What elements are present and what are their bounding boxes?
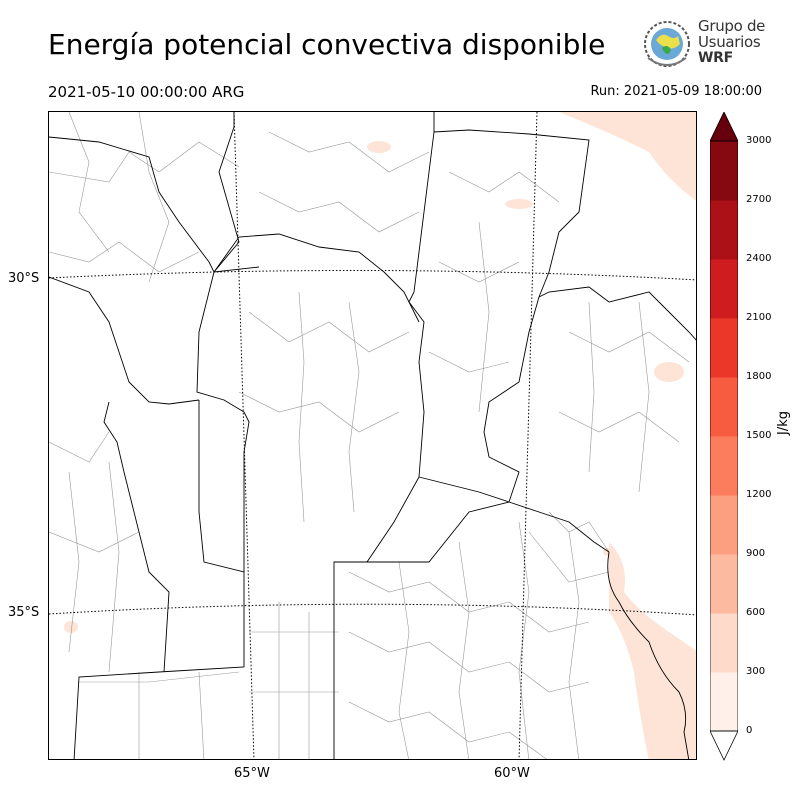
lat-label-30s: 30°S — [8, 271, 40, 286]
page-title: Energía potencial convectiva disponible — [48, 28, 606, 61]
colorbar-segment — [710, 259, 738, 319]
logo-line-2: Usuarios — [698, 33, 761, 51]
colorbar-over-arrow — [710, 112, 738, 142]
wrf-logo: Grupo de Usuarios WRF — [638, 18, 768, 70]
colorbar-tick-label: 3000 — [746, 135, 772, 146]
colorbar-segment — [710, 377, 738, 437]
colorbar-segment — [710, 436, 738, 496]
colorbar-tick-label: 2400 — [746, 253, 772, 264]
colorbar-segment — [710, 141, 738, 201]
colorbar-segment — [710, 200, 738, 260]
colorbar-tick-label: 300 — [746, 666, 766, 677]
colorbar — [710, 112, 738, 761]
colorbar-segment — [710, 672, 738, 732]
lon-label-65w: 65°W — [234, 766, 270, 781]
colorbar-tick-label: 2100 — [746, 312, 772, 323]
colorbar-segment — [710, 613, 738, 673]
cape-shading — [64, 112, 696, 759]
colorbar-tick-label: 1500 — [746, 430, 772, 441]
colorbar-segment — [710, 318, 738, 378]
globe-icon — [644, 21, 690, 67]
department-boundaries — [49, 112, 690, 759]
province-boundaries — [49, 112, 696, 759]
colorbar-tick-label: 0 — [746, 725, 753, 736]
lon-label-60w: 60°W — [494, 766, 530, 781]
logo-line-1: Grupo de — [698, 17, 766, 35]
logo-line-3: WRF — [698, 50, 733, 66]
map[interactable] — [48, 111, 697, 760]
colorbar-tick-label: 2700 — [746, 194, 772, 205]
graticule — [49, 112, 696, 759]
colorbar-segment — [710, 495, 738, 555]
run-time: Run: 2021-05-09 18:00:00 — [590, 84, 762, 99]
lat-label-35s: 35°S — [8, 605, 40, 620]
map-canvas — [49, 112, 696, 759]
colorbar-tick-label: 1200 — [746, 489, 772, 500]
colorbar-tick-label: 900 — [746, 548, 766, 559]
colorbar-outline — [710, 140, 738, 732]
valid-time: 2021-05-10 00:00:00 ARG — [48, 83, 245, 101]
colorbar-under-arrow — [710, 730, 738, 761]
colorbar-segments — [710, 141, 738, 732]
colorbar-segment — [710, 554, 738, 614]
colorbar-tick-label: 1800 — [746, 371, 772, 382]
colorbar-tick-label: 600 — [746, 607, 766, 618]
colorbar-unit: J/kg — [776, 411, 791, 435]
